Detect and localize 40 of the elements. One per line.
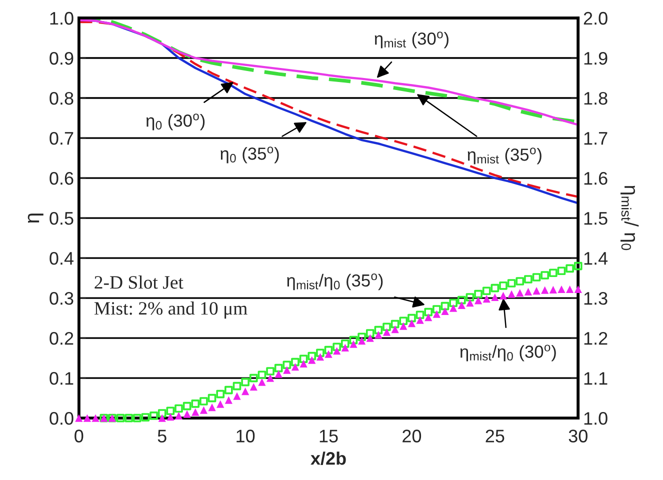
annotation: Mist: 2% and 10 μm	[94, 302, 248, 319]
annotation: η$_{0}$ (35$^{o}$)	[220, 146, 279, 164]
y2-tick-label: 1.1	[584, 372, 608, 385]
annotation: 2-D Slot Jet	[94, 276, 184, 289]
y2-tick-label: 1.4	[584, 252, 608, 265]
y-tick-label: 0.1	[50, 372, 74, 385]
y-tick-label: 0.7	[50, 132, 74, 145]
x-tick-label: 25	[486, 430, 504, 442]
y-axis-title: η	[28, 214, 44, 223]
x-tick-label: 5	[158, 430, 166, 442]
y2-tick-label: 1.8	[584, 92, 608, 105]
y2-tick-label: 1.9	[584, 52, 608, 65]
y-tick-label: 0.2	[50, 332, 74, 345]
y-tick-label: 0.6	[50, 172, 74, 185]
x-tick-label: 30	[568, 430, 588, 442]
annotation: η$_{mist}$ (35$^{o}$)	[468, 148, 542, 164]
x-tick-label: 0	[74, 430, 84, 442]
x-tick-label: 20	[402, 430, 422, 442]
y2-tick-label: 1.7	[584, 132, 608, 145]
y-tick-label: 0.3	[50, 292, 74, 305]
y2-tick-label: 1.0	[584, 412, 608, 425]
y-tick-label: 0.8	[50, 92, 74, 105]
y-tick-label: 0.5	[50, 212, 74, 225]
y-tick-label: 1.0	[50, 12, 74, 25]
y-tick-label: 0.4	[50, 252, 74, 265]
y2-tick-label: 1.5	[584, 212, 608, 225]
x-tick-label: 15	[320, 430, 338, 442]
y2-tick-label: 1.6	[584, 172, 608, 185]
x-axis-title: x/2b	[310, 452, 346, 466]
annotation: η$_{mist}$/η$_{0}$ (35$^{o}$)	[287, 274, 383, 290]
y-tick-label: 0.9	[50, 52, 74, 65]
annotation: η$_{0}$ (30$^{o}$)	[146, 114, 205, 130]
annotation: η$_{mist}$ (30$^{o}$)	[374, 32, 448, 48]
y2-tick-label: 1.2	[584, 332, 608, 345]
y2-tick-label: 2.0	[584, 12, 608, 25]
x-tick-label: 10	[236, 430, 255, 442]
y2-tick-label: 1.3	[584, 292, 608, 305]
annotation: η$_{mist}$/η$_{0}$ (30$^{o}$)	[460, 344, 556, 362]
y2-axis-title: η$_{mist}$/ η$_{0}$	[620, 186, 639, 250]
y-tick-label: 0.0	[50, 412, 74, 425]
